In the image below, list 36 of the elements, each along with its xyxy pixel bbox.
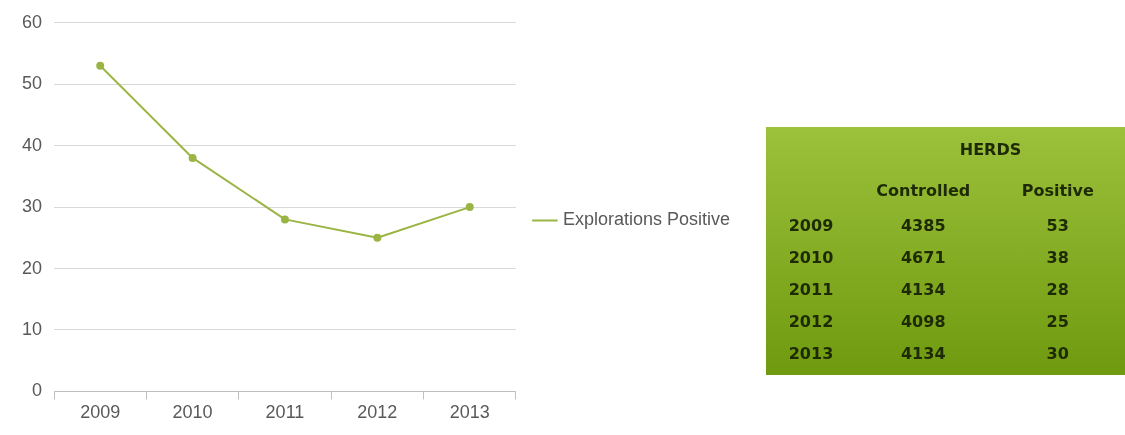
data-label: 4671 xyxy=(856,241,991,273)
y-tick-label: 2010 xyxy=(766,241,856,273)
point xyxy=(465,203,474,212)
y-tick-label: 50 xyxy=(21,73,43,94)
y-tick-label: 0 xyxy=(32,380,43,401)
data-label: 4134 xyxy=(856,337,991,369)
y-tick-label: 10 xyxy=(21,318,43,339)
data-label: 4385 xyxy=(856,209,991,241)
x-tick-label: 2013 xyxy=(449,402,490,423)
y-tick-label: 30 xyxy=(21,196,43,217)
data-label: 53 xyxy=(990,209,1125,241)
y-tick-label: 2009 xyxy=(766,209,856,241)
y-tick-label: 60 xyxy=(21,11,43,32)
y-tick-label: 20 xyxy=(21,257,43,278)
y-tick-label: 40 xyxy=(21,134,43,155)
point xyxy=(188,153,197,162)
x-tick-label: 2010 xyxy=(172,402,213,423)
data-label: 38 xyxy=(990,241,1125,273)
point xyxy=(96,61,105,70)
data-label: 28 xyxy=(990,273,1125,305)
y-tick-label: 2011 xyxy=(766,273,856,305)
x-tick-label: Controlled xyxy=(856,171,991,209)
data-label: 4134 xyxy=(856,273,991,305)
point xyxy=(373,233,382,242)
y-tick-label: 2013 xyxy=(766,337,856,369)
data-label: 4098 xyxy=(856,305,991,337)
y-tick-label: 2012 xyxy=(766,305,856,337)
x-tick-label: 2011 xyxy=(265,402,305,423)
point xyxy=(280,215,289,224)
x-tick-label: 2012 xyxy=(357,402,398,423)
chart-title: HERDS xyxy=(958,138,1023,161)
legend-label: Explorations Positive xyxy=(562,209,731,230)
data-label: 25 xyxy=(990,305,1125,337)
x-tick-label: 2009 xyxy=(80,402,121,423)
data-label: 30 xyxy=(990,337,1125,369)
x-tick-label: Positive xyxy=(990,171,1125,209)
